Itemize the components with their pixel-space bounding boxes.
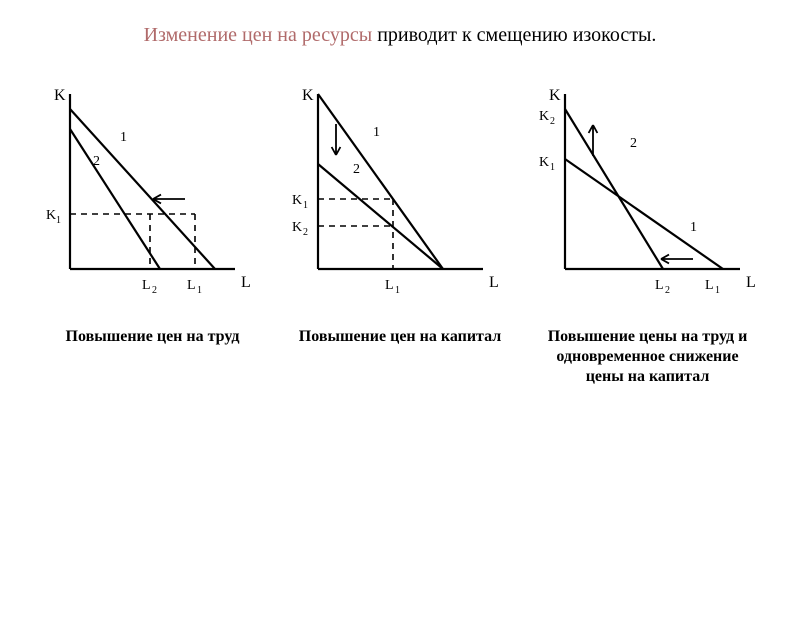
svg-text:1: 1 — [120, 130, 127, 145]
svg-text:L: L — [142, 278, 151, 293]
svg-text:2: 2 — [303, 227, 308, 238]
svg-text:K: K — [292, 220, 302, 235]
svg-text:1: 1 — [715, 285, 720, 296]
svg-text:2: 2 — [630, 136, 637, 151]
svg-text:L: L — [241, 274, 251, 291]
svg-text:L: L — [385, 278, 394, 293]
chart-panel: KL12K1L2L1Повышение цен на труд — [40, 69, 265, 387]
title-rest: приводит к смещению изокосты. — [372, 24, 656, 46]
panel-caption: Повышение цены на труд и одновременное с… — [543, 327, 753, 387]
svg-text:2: 2 — [665, 285, 670, 296]
panel-caption: Повышение цен на труд — [66, 327, 240, 347]
title-accent: Изменение цен на ресурсы — [144, 24, 373, 46]
svg-text:K: K — [292, 193, 302, 208]
svg-text:1: 1 — [690, 220, 697, 235]
svg-text:K: K — [302, 87, 314, 104]
chart-panel: KL12K2K1L2L1Повышение цены на труд и одн… — [535, 69, 760, 387]
svg-text:1: 1 — [550, 162, 555, 173]
svg-text:L: L — [705, 278, 714, 293]
svg-text:2: 2 — [93, 154, 100, 169]
svg-text:K: K — [539, 109, 549, 124]
svg-text:2: 2 — [550, 116, 555, 127]
svg-text:2: 2 — [353, 162, 360, 177]
svg-text:1: 1 — [56, 215, 61, 226]
svg-text:K: K — [549, 87, 561, 104]
panel-caption: Повышение цен на капитал — [299, 327, 501, 347]
svg-text:L: L — [746, 274, 756, 291]
chart-svg: KL12K2K1L2L1 — [535, 69, 760, 309]
svg-text:1: 1 — [373, 125, 380, 140]
svg-text:1: 1 — [303, 200, 308, 211]
svg-text:2: 2 — [152, 285, 157, 296]
svg-text:K: K — [46, 208, 56, 223]
svg-text:L: L — [187, 278, 196, 293]
page-title: Изменение цен на ресурсы приводит к смещ… — [0, 22, 800, 49]
chart-panel: KL12K1K2L1Повышение цен на капитал — [288, 69, 513, 387]
svg-text:K: K — [539, 155, 549, 170]
svg-text:1: 1 — [197, 285, 202, 296]
svg-text:L: L — [655, 278, 664, 293]
chart-svg: KL12K1L2L1 — [40, 69, 265, 309]
panels-row: KL12K1L2L1Повышение цен на трудKL12K1K2L… — [0, 69, 800, 387]
svg-text:L: L — [489, 274, 499, 291]
chart-svg: KL12K1K2L1 — [288, 69, 513, 309]
svg-text:1: 1 — [395, 285, 400, 296]
svg-text:K: K — [54, 87, 66, 104]
